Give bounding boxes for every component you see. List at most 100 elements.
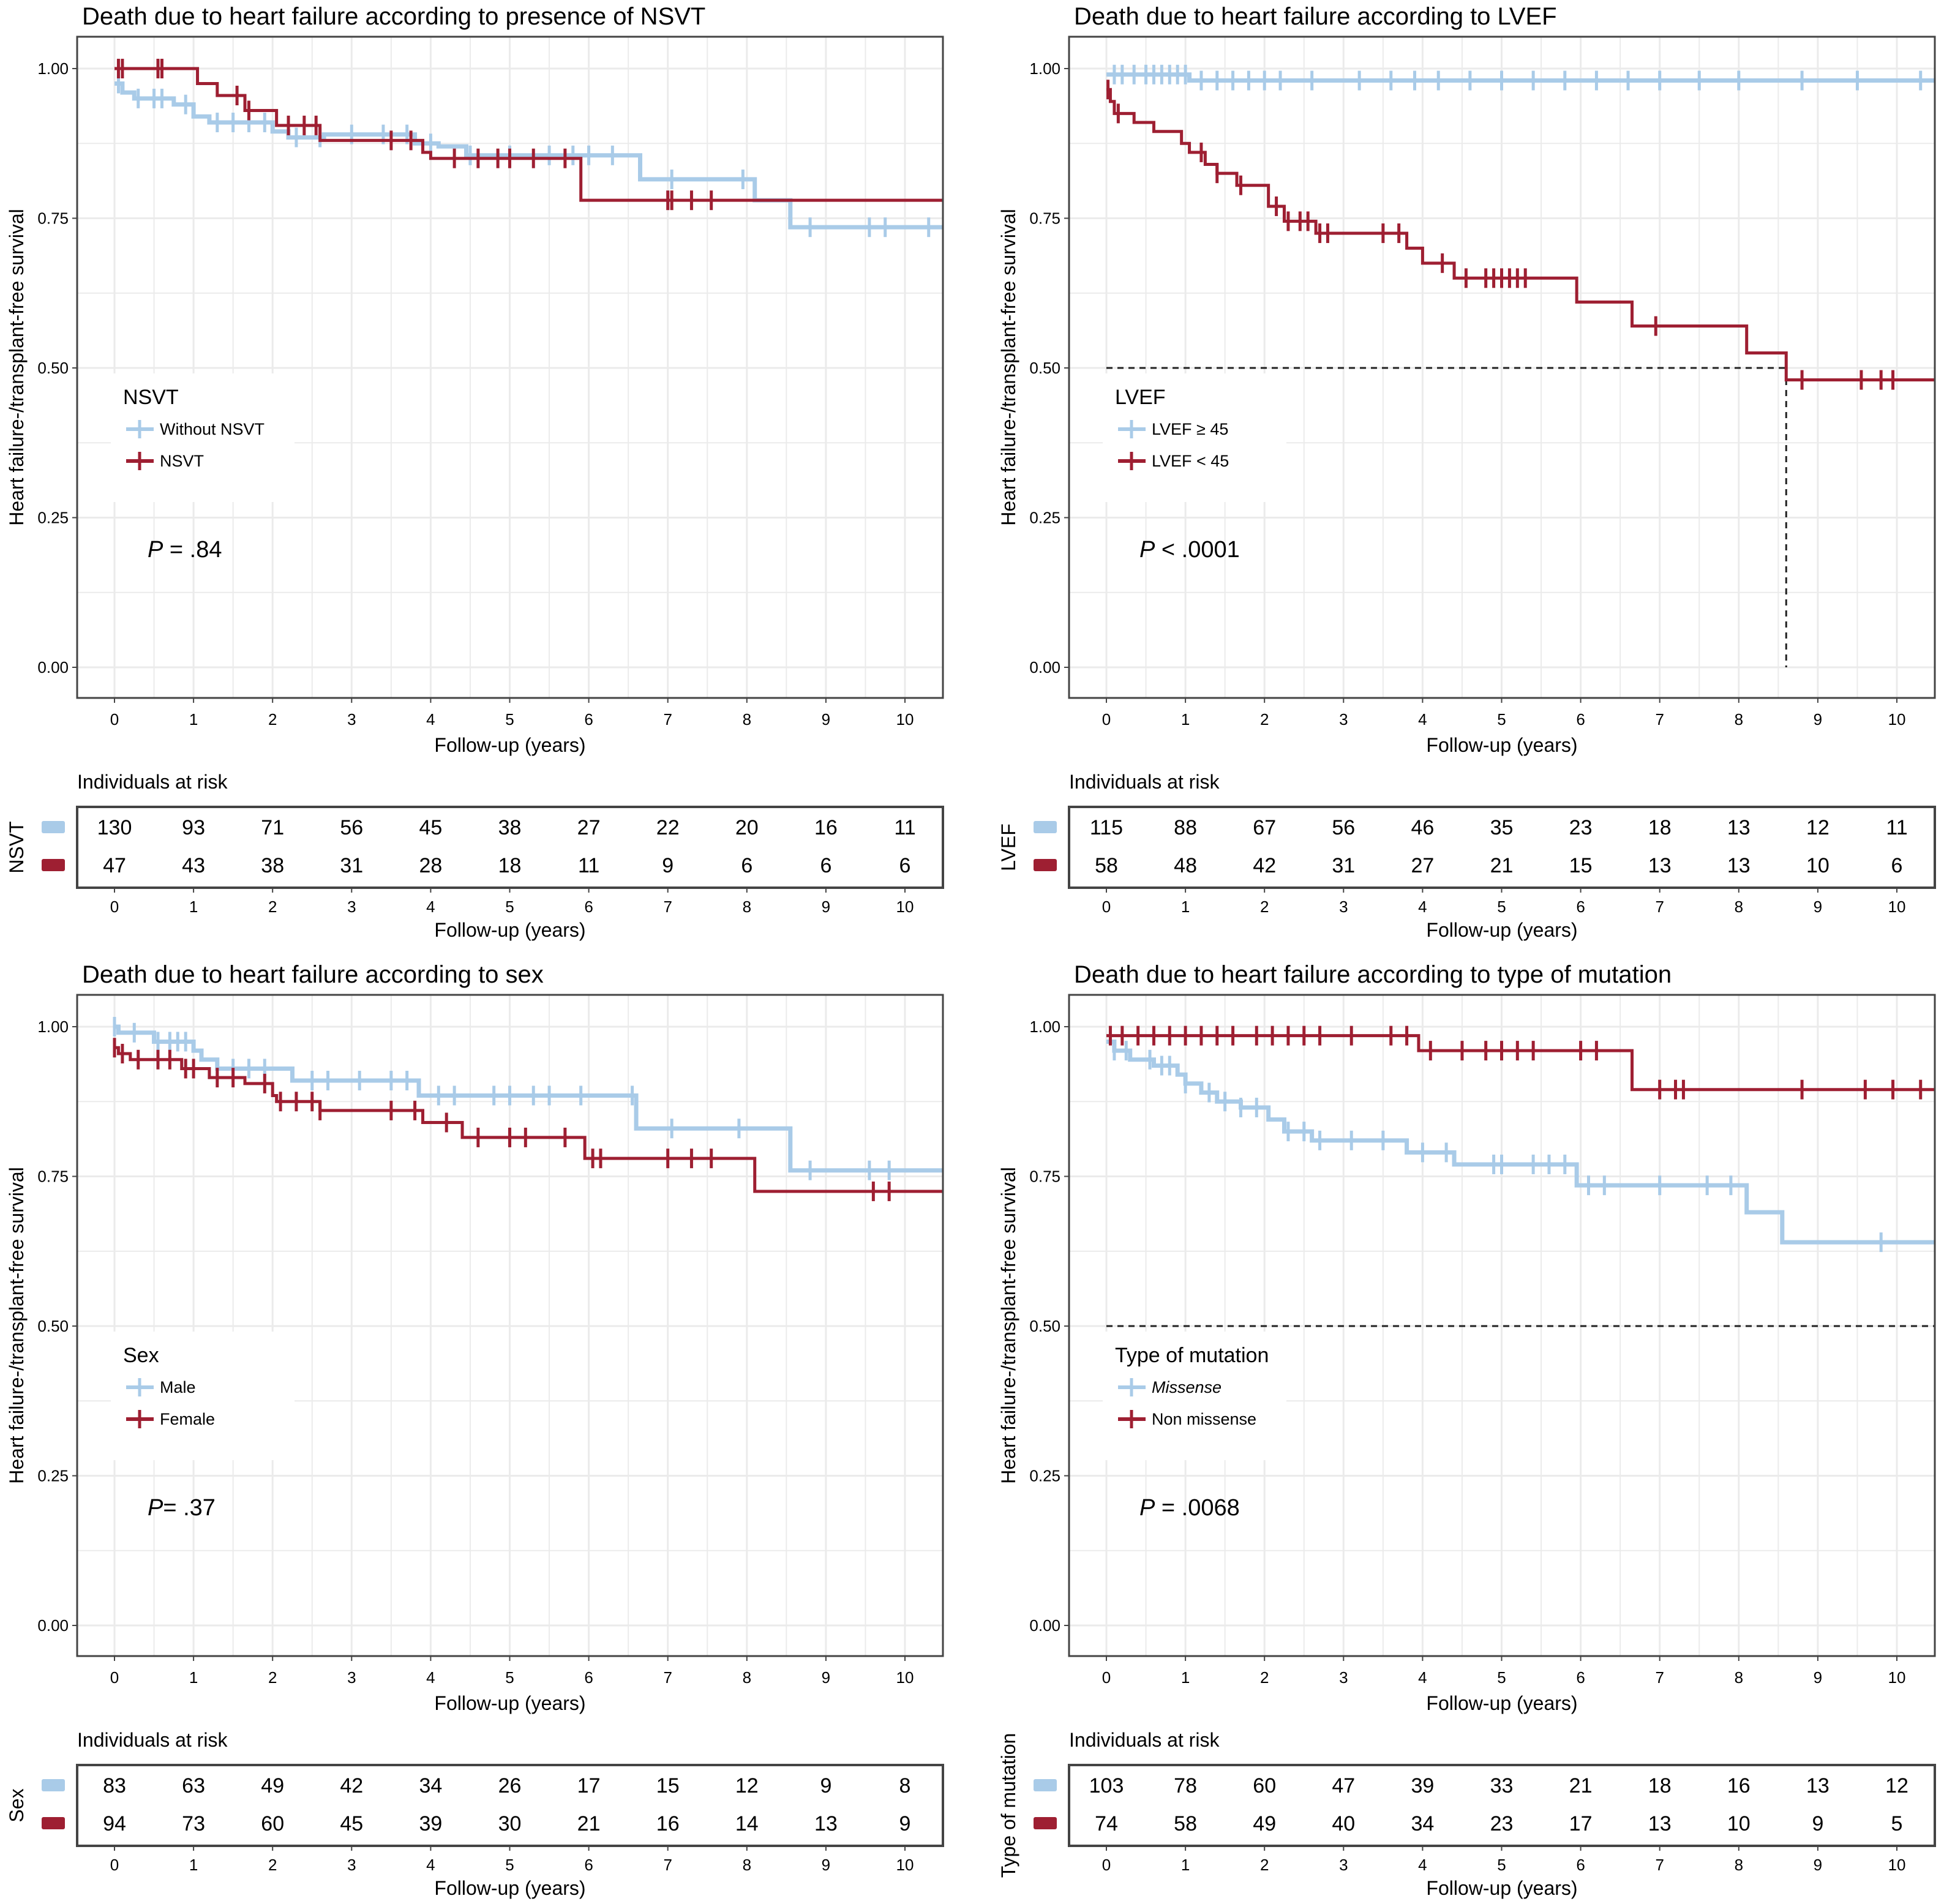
legend-label-1: LVEF ≥ 45 bbox=[1152, 420, 1228, 438]
p-value-symbol: P bbox=[148, 1495, 163, 1521]
risk-x-tick-label: 2 bbox=[268, 1856, 277, 1874]
risk-table-cell: 63 bbox=[182, 1774, 205, 1797]
risk-group-swatch-1 bbox=[42, 821, 65, 833]
risk-table-cell: 9 bbox=[899, 1812, 911, 1835]
x-tick-label: 3 bbox=[347, 710, 356, 729]
x-tick-label: 0 bbox=[1102, 710, 1111, 729]
risk-x-tick-label: 7 bbox=[1655, 1856, 1664, 1874]
risk-x-axis-label: Follow-up (years) bbox=[1426, 1877, 1577, 1899]
x-tick-label: 8 bbox=[1735, 1668, 1743, 1687]
risk-group-swatch-2 bbox=[42, 859, 65, 871]
risk-group-swatch-2 bbox=[42, 1817, 65, 1829]
risk-table-cell: 21 bbox=[1490, 854, 1514, 877]
y-tick-label: 0.75 bbox=[37, 209, 69, 228]
x-tick-label: 2 bbox=[268, 1668, 277, 1687]
risk-x-tick-label: 0 bbox=[1102, 898, 1111, 916]
risk-table-cell: 17 bbox=[577, 1774, 601, 1797]
risk-group-swatch-2 bbox=[1034, 1817, 1057, 1829]
risk-x-axis-label: Follow-up (years) bbox=[1426, 919, 1577, 941]
risk-table-cell: 17 bbox=[1569, 1812, 1593, 1835]
y-tick-label: 0.00 bbox=[37, 1616, 69, 1635]
risk-table-cell: 13 bbox=[1648, 1812, 1672, 1835]
km-curve-1 bbox=[1106, 1039, 1935, 1245]
risk-table-cell: 49 bbox=[1253, 1812, 1276, 1835]
x-tick-label: 3 bbox=[1339, 1668, 1348, 1687]
y-tick-label: 0.50 bbox=[37, 1317, 69, 1335]
x-tick-label: 9 bbox=[1814, 710, 1822, 729]
risk-table-cell: 115 bbox=[1090, 816, 1123, 839]
risk-table-cell: 13 bbox=[1727, 816, 1751, 839]
risk-x-tick-label: 3 bbox=[347, 1856, 356, 1874]
p-value: P = .0068 bbox=[1139, 1495, 1240, 1521]
risk-table-cell: 6 bbox=[899, 854, 911, 877]
x-axis-label: Follow-up (years) bbox=[1426, 1692, 1577, 1714]
risk-table-cell: 49 bbox=[261, 1774, 284, 1797]
risk-table-cell: 60 bbox=[261, 1812, 284, 1835]
p-value-text: = .84 bbox=[163, 537, 222, 563]
x-tick-label: 5 bbox=[505, 710, 514, 729]
risk-table-cell: 103 bbox=[1089, 1774, 1124, 1797]
risk-table-cell: 38 bbox=[261, 854, 284, 877]
risk-table-row-label: LVEF bbox=[997, 823, 1019, 871]
risk-table-cell: 47 bbox=[1332, 1774, 1355, 1797]
y-tick-label: 0.50 bbox=[1029, 1317, 1060, 1335]
risk-group-swatch-1 bbox=[42, 1779, 65, 1791]
risk-table-cell: 56 bbox=[340, 816, 363, 839]
y-tick-label: 1.00 bbox=[1029, 59, 1060, 78]
risk-table-cell: 48 bbox=[1174, 854, 1197, 877]
x-tick-label: 1 bbox=[189, 710, 198, 729]
risk-table-cell: 5 bbox=[1891, 1812, 1903, 1835]
risk-table-title: Individuals at risk bbox=[1069, 1729, 1220, 1751]
y-tick-label: 0.25 bbox=[1029, 509, 1060, 527]
legend-label-2: Female bbox=[160, 1410, 215, 1428]
risk-group-swatch-1 bbox=[1034, 1779, 1057, 1791]
x-axis-label: Follow-up (years) bbox=[434, 734, 585, 756]
legend-box bbox=[1103, 373, 1286, 502]
risk-group-swatch-2 bbox=[1034, 859, 1057, 871]
risk-table-cell: 43 bbox=[182, 854, 205, 877]
risk-table-cell: 38 bbox=[498, 816, 522, 839]
p-value-symbol: P bbox=[1139, 1495, 1155, 1521]
risk-x-tick-label: 10 bbox=[1888, 1856, 1906, 1874]
risk-x-tick-label: 10 bbox=[1888, 898, 1906, 916]
x-tick-label: 7 bbox=[1655, 1668, 1664, 1687]
risk-table-cell: 35 bbox=[1490, 816, 1514, 839]
risk-table-cell: 130 bbox=[97, 816, 132, 839]
x-tick-label: 4 bbox=[426, 1668, 435, 1687]
km-panel-1: Death due to heart failure according to … bbox=[6, 3, 944, 941]
x-tick-label: 4 bbox=[1418, 1668, 1427, 1687]
risk-table-cell: 9 bbox=[662, 854, 674, 877]
legend-box bbox=[111, 373, 295, 502]
risk-table-cell: 18 bbox=[498, 854, 522, 877]
y-tick-label: 0.00 bbox=[1029, 1616, 1060, 1635]
y-tick-label: 0.75 bbox=[1029, 209, 1060, 228]
risk-x-tick-label: 4 bbox=[426, 1856, 435, 1874]
y-axis-label: Heart failure-/transplant-free survival bbox=[997, 209, 1019, 526]
x-tick-label: 0 bbox=[1102, 1668, 1111, 1687]
risk-table-cell: 22 bbox=[656, 816, 680, 839]
risk-table-cell: 45 bbox=[419, 816, 442, 839]
x-tick-label: 10 bbox=[1888, 710, 1906, 729]
p-value-symbol: P bbox=[148, 537, 163, 563]
risk-x-axis-label: Follow-up (years) bbox=[434, 1877, 585, 1899]
risk-x-tick-label: 0 bbox=[110, 898, 119, 916]
risk-table-cell: 21 bbox=[577, 1812, 601, 1835]
risk-table-cell: 45 bbox=[340, 1812, 363, 1835]
risk-table-cell: 31 bbox=[1332, 854, 1355, 877]
legend-title: Sex bbox=[123, 1344, 159, 1367]
risk-table-cell: 15 bbox=[1569, 854, 1593, 877]
risk-group-swatch-1 bbox=[1034, 821, 1057, 833]
risk-x-tick-label: 8 bbox=[743, 898, 751, 916]
km-curve-2 bbox=[1106, 88, 1935, 382]
risk-table-cell: 13 bbox=[814, 1812, 838, 1835]
risk-table-cell: 10 bbox=[1727, 1812, 1751, 1835]
x-axis-label: Follow-up (years) bbox=[434, 1692, 585, 1714]
x-tick-label: 10 bbox=[896, 1668, 914, 1687]
risk-x-tick-label: 2 bbox=[268, 898, 277, 916]
y-tick-label: 1.00 bbox=[37, 1018, 69, 1036]
legend-box bbox=[1103, 1332, 1286, 1460]
risk-table-cell: 93 bbox=[182, 816, 205, 839]
risk-x-tick-label: 4 bbox=[426, 898, 435, 916]
risk-table-title: Individuals at risk bbox=[77, 771, 228, 793]
